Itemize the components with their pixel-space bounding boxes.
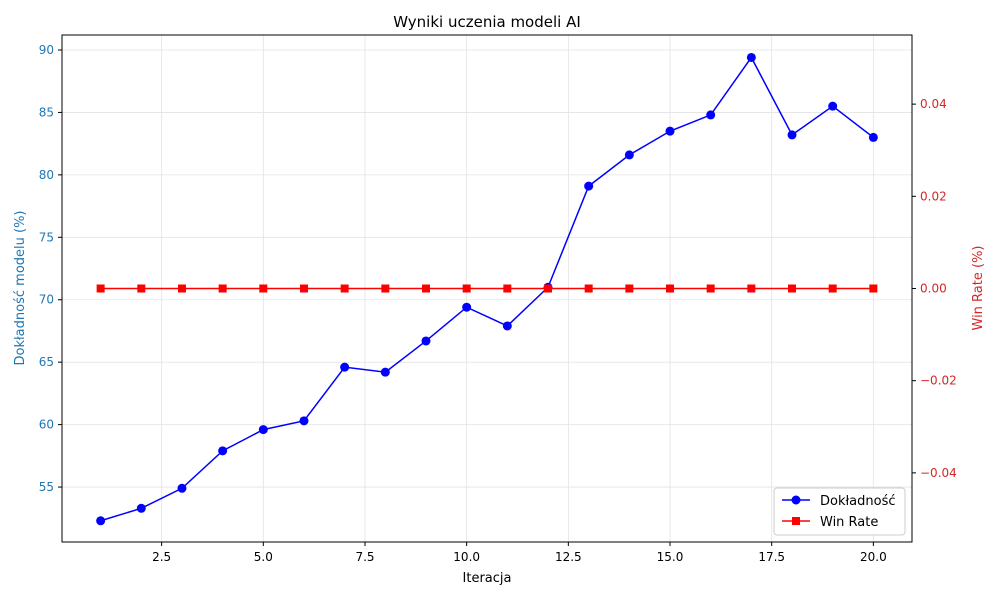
y-left-tick-label: 55 (39, 480, 54, 494)
y-left-axis: 55 60 65 70 75 80 85 90 (39, 43, 62, 494)
y-axis-label-left: Dokładność modelu (%) (13, 211, 28, 366)
data-point-win-rate (421, 284, 430, 293)
data-point-win-rate (706, 284, 715, 293)
data-point-dokladnosc (136, 503, 146, 513)
x-tick-label: 10.0 (453, 550, 480, 564)
legend-marker-circle (791, 495, 801, 505)
y-right-tick-label: 0.00 (920, 282, 947, 296)
data-point-win-rate (340, 284, 349, 293)
y-left-tick-label: 75 (39, 230, 54, 244)
data-point-dokladnosc (787, 130, 797, 140)
data-point-dokladnosc (258, 425, 268, 435)
x-tick-label: 5.0 (254, 550, 273, 564)
y-right-tick-label: 0.04 (920, 97, 947, 111)
data-point-win-rate (869, 284, 878, 293)
data-point-win-rate (259, 284, 268, 293)
data-point-dokladnosc (462, 302, 472, 312)
series-line-dokladnosc (100, 56, 874, 522)
data-point-win-rate (625, 284, 634, 293)
data-point-dokladnosc (340, 362, 350, 372)
data-point-win-rate (96, 284, 105, 293)
y-right-axis: −0.04 −0.02 0.00 0.02 0.04 (912, 97, 957, 480)
y-left-tick-label: 90 (39, 43, 54, 57)
data-point-win-rate (462, 284, 471, 293)
y-left-tick-label: 80 (39, 168, 54, 182)
x-tick-label: 7.5 (355, 550, 374, 564)
legend-marker-square (792, 517, 800, 525)
series-layer (96, 52, 878, 526)
data-point-win-rate (503, 284, 512, 293)
data-point-win-rate (544, 284, 553, 293)
x-tick-label: 15.0 (657, 550, 684, 564)
data-point-dokladnosc (421, 336, 431, 346)
data-point-dokladnosc (746, 52, 756, 62)
legend-label: Dokładność (820, 494, 896, 509)
legend-label: Win Rate (820, 515, 878, 530)
y-right-tick-label: −0.04 (920, 466, 957, 480)
data-point-dokladnosc (828, 101, 838, 111)
data-point-win-rate (584, 284, 593, 293)
data-point-win-rate (218, 284, 227, 293)
data-point-dokladnosc (706, 110, 716, 120)
data-point-dokladnosc (380, 367, 390, 377)
data-point-win-rate (788, 284, 797, 293)
data-point-win-rate (137, 284, 146, 293)
data-point-dokladnosc (218, 446, 228, 456)
data-point-dokladnosc (299, 416, 309, 426)
data-point-dokladnosc (584, 181, 594, 191)
x-tick-label: 17.5 (758, 550, 785, 564)
y-right-tick-label: −0.02 (920, 374, 957, 388)
data-point-dokladnosc (868, 132, 878, 142)
x-tick-label: 12.5 (555, 550, 582, 564)
y-left-tick-label: 60 (39, 418, 54, 432)
x-axis-label: Iteracja (463, 571, 512, 586)
data-point-dokladnosc (502, 321, 512, 331)
x-axis: 2.5 5.0 7.5 10.0 12.5 15.0 17.5 20.0 (152, 542, 887, 564)
y-right-tick-label: 0.02 (920, 189, 947, 203)
data-point-win-rate (666, 284, 675, 293)
x-tick-label: 2.5 (152, 550, 171, 564)
y-axis-label-right: Win Rate (%) (971, 246, 986, 331)
y-left-tick-label: 65 (39, 355, 54, 369)
data-point-dokladnosc (665, 126, 675, 136)
y-left-tick-label: 85 (39, 105, 54, 119)
data-point-win-rate (299, 284, 308, 293)
data-point-dokladnosc (177, 483, 187, 493)
data-point-win-rate (747, 284, 756, 293)
data-point-dokladnosc (624, 150, 634, 160)
data-point-dokladnosc (96, 516, 106, 526)
data-point-win-rate (381, 284, 390, 293)
chart-title: Wyniki uczenia modeli AI (393, 13, 581, 31)
data-point-win-rate (177, 284, 186, 293)
legend: Dokładność Win Rate (773, 487, 906, 536)
x-tick-label: 20.0 (860, 550, 887, 564)
y-left-tick-label: 70 (39, 293, 54, 307)
data-point-win-rate (828, 284, 837, 293)
